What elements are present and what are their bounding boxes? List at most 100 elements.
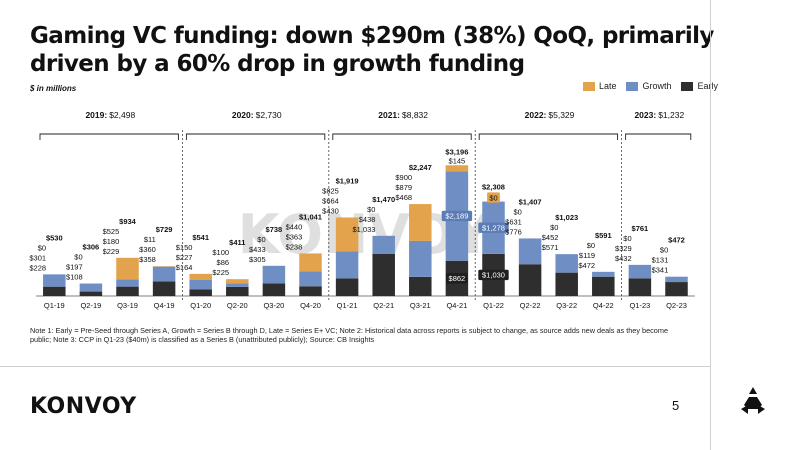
label-growth-11-text: $2,189 [445,212,468,221]
label-early-6: $305 [249,255,266,264]
total-label-1: $306 [83,243,100,252]
bar-late-7 [299,253,322,272]
label-early-17: $341 [652,266,669,275]
tick-label-16: Q1-23 [629,301,650,310]
legend-label-growth: Growth [642,81,672,91]
total-label-15: $591 [595,231,612,240]
label-early-8: $430 [322,206,339,215]
konvoy-logo: KONVOY [30,394,137,419]
year-label-1: 2020: [232,110,254,120]
label-early-13: $776 [505,227,522,236]
bar-growth-2 [116,279,139,287]
label-growth-5: $86 [217,258,230,267]
legend-label-late: Late [598,81,617,91]
label-late-10: $900 [395,173,412,182]
label-growth-12: $1,278 [478,222,509,233]
total-label-10: $2,247 [409,163,432,172]
year-total-3: $5,329 [548,110,574,120]
bar-growth-14 [555,254,578,273]
label-early-0: $228 [29,263,46,272]
bar-growth-3 [152,266,176,282]
label-early-3: $358 [139,255,156,264]
label-late-0: $0 [38,243,46,252]
label-late-5: $100 [212,248,229,257]
label-early-4: $164 [176,263,193,272]
label-growth-15: $119 [579,251,595,260]
tick-label-8: Q1-21 [337,301,358,310]
bar-early-14 [555,272,578,296]
year-bracket-1 [185,133,326,140]
year-label-3: 2022: [525,110,547,120]
label-early-15: $472 [578,261,595,270]
label-late-12-bg [487,192,500,203]
legend-label-early: Early [697,81,718,91]
total-label-11: $3,196 [445,147,468,156]
tick-label-7: Q4-20 [300,301,321,310]
total-label-14: $1,023 [555,213,578,222]
label-early-12: $1,030 [478,269,509,281]
tick-label-12: Q1-22 [483,301,504,310]
tick-label-6: Q3-20 [263,301,284,310]
tick-label-0: Q1-19 [44,301,65,310]
tick-label-4: Q1-20 [190,301,211,310]
bar-early-7 [299,286,322,296]
total-label-0: $530 [46,233,63,242]
label-late-3: $11 [144,235,156,244]
bar-late-5 [226,279,249,284]
bar-early-15 [592,276,615,296]
bar-early-2 [116,286,139,296]
tick-label-10: Q3-21 [410,301,431,310]
chart-legend: Late Growth Early [582,81,718,91]
bar-growth-10 [409,240,432,277]
label-late-4: $150 [176,243,193,252]
total-label-12: $2,308 [482,183,505,192]
label-late-11: $145 [449,156,466,165]
label-late-14: $0 [550,223,558,232]
stacked-bar-chart: 2019: $2,498 2020: $2,730 2021: $8,832 2022: $5… [29,110,695,310]
year-total-1: $2,730 [256,110,282,120]
label-growth-12-text: $1,278 [482,223,505,232]
side-divider [710,0,711,450]
tick-label-2: Q3-19 [117,301,138,310]
year-bracket-2 [332,133,472,140]
bar-growth-0 [43,274,66,287]
label-growth-8: $664 [322,196,339,205]
page-number: 5 [672,398,680,413]
bar-growth-6 [262,265,286,284]
bar-early-1 [79,291,103,296]
bar-growth-17 [665,276,688,283]
label-late-12-text: $0 [489,193,497,202]
total-label-6: $738 [266,225,283,234]
bar-growth-4 [189,280,212,290]
tick-label-17: Q2-23 [666,301,687,310]
label-growth-11-bg [441,210,473,222]
tick-label-1: Q2-19 [80,301,101,310]
label-growth-11: $2,189 [441,210,473,222]
label-growth-6: $433 [249,245,266,254]
tick-label-14: Q3-22 [556,301,577,310]
bar-early-6 [262,283,286,296]
label-late-17: $0 [660,246,668,255]
total-label-3: $729 [156,225,173,234]
label-growth-16: $329 [615,244,632,253]
page-title: Gaming VC funding: down $290m (38%) QoQ,… [30,23,714,77]
year-label-0: 2019: [85,110,107,120]
year-label-2: 2021: [378,110,400,120]
bar-growth-5 [226,283,249,287]
bar-early-3 [152,281,176,296]
bar-growth-8 [335,251,359,279]
total-label-16: $761 [632,224,649,233]
label-early-9: $1,033 [352,225,375,234]
label-late-8: $825 [322,186,339,195]
label-late-1: $0 [74,253,82,262]
footnotes: Note 1: Early = Pre-Seed through Series … [30,326,668,344]
label-late-15: $0 [587,241,595,250]
label-early-10: $468 [395,193,412,202]
tick-label-11: Q4-21 [446,301,467,310]
bar-late-2 [116,257,139,280]
footer-divider [0,366,710,367]
year-total-4: $1,232 [658,110,684,120]
legend-swatch-early [681,81,694,91]
label-early-12-bg [478,269,509,281]
units-label: $ in millions [30,84,77,93]
